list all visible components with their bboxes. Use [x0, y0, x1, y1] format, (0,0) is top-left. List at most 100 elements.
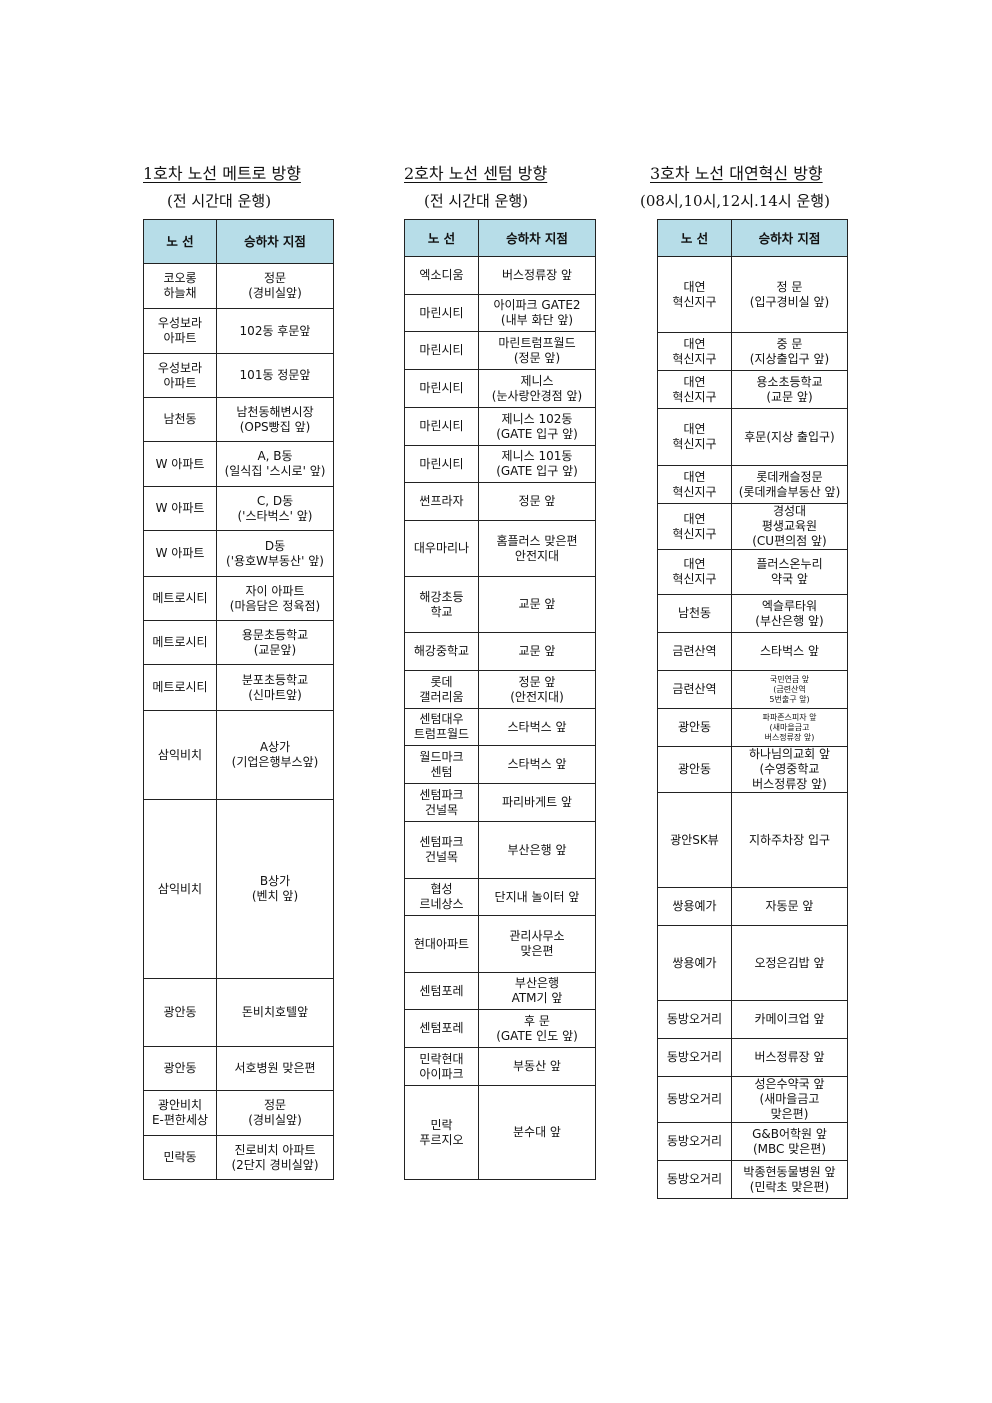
route-cell: 센텀포레	[404, 972, 479, 1010]
stop-cell: 제니스 (눈사랑안경점 앞)	[478, 369, 596, 408]
stop-cell: 용소초등학교 (교문 앞)	[731, 370, 848, 409]
stop-cell: 스타벅스 앞	[478, 708, 596, 746]
table-row: 센텀파크 건널목 파리바게트 앞	[404, 783, 596, 822]
route-cell: 광안동	[657, 746, 732, 793]
route-cell: 롯데 갤러리움	[404, 670, 479, 709]
route-cell: 대연 혁신지구	[657, 332, 732, 371]
table-row: 광안비치 E-편한세상 정문 (경비실앞)	[143, 1090, 334, 1136]
route-cell: 마린시티	[404, 331, 479, 370]
table-row: 센텀포레 후 문 (GATE 인도 앞)	[404, 1009, 596, 1048]
table-row: 대연 혁신지구 용소초등학교 (교문 앞)	[657, 370, 848, 409]
route-cell: 썬프라자	[404, 482, 479, 521]
stop-cell: 제니스 101동 (GATE 입구 앞)	[478, 445, 596, 483]
table-row: 마린시티 제니스 102동 (GATE 입구 앞)	[404, 407, 596, 446]
table-row: 우성보라 아파트 102동 후문앞	[143, 308, 334, 354]
route-3-table: 노 선 승하차 지점 대연 혁신지구 정 문 (입구경비실 앞) 대연 혁신지구 중 문…	[657, 219, 848, 1199]
stop-cell: 101동 정문앞	[216, 353, 334, 398]
route-3-subtitle: (08시,10시,12시.14시 운행)	[640, 192, 830, 210]
stop-cell: 교문 앞	[478, 632, 596, 671]
table-row: 남천동 엑슬루타워 (부산은행 앞)	[657, 594, 848, 633]
stop-cell: 마린트럼프월드 (정문 앞)	[478, 331, 596, 370]
col-stop-header: 승하차 지점	[216, 219, 334, 264]
table-row: W 아파트 D동 ('용호W부동산' 앞)	[143, 530, 334, 577]
stop-cell: 돈비치호텔앞	[216, 978, 334, 1047]
table-row: 메트로시티 자이 아파트 (마음담은 정육점)	[143, 576, 334, 621]
route-cell: 동방오거리	[657, 1160, 732, 1199]
stop-cell: 정문 (경비실앞)	[216, 1090, 334, 1136]
table-row: 대연 혁신지구 플러스온누리 약국 앞	[657, 549, 848, 595]
table-row: 민락 푸르지오 분수대 앞	[404, 1085, 596, 1180]
table-row: 현대아파트 관리사무소 맞은편	[404, 915, 596, 973]
stop-cell: 정문 (경비실앞)	[216, 263, 334, 309]
table-row: 광안동 서호병원 맞은편	[143, 1046, 334, 1091]
table-row: 동방오거리 버스정류장 앞	[657, 1038, 848, 1077]
route-cell: 월드마크 센텀	[404, 745, 479, 784]
stop-cell: 부동산 앞	[478, 1047, 596, 1086]
table-row: 대연 혁신지구 롯데캐슬정문 (롯데캐슬부동산 앞)	[657, 465, 848, 504]
route-cell: 광안동	[143, 1046, 217, 1091]
route-1-title: 1호차 노선 메트로 방향	[143, 164, 301, 183]
route-cell: 대우마리나	[404, 520, 479, 577]
route-cell: 동방오거리	[657, 1000, 732, 1039]
table-row: 엑소디움 버스정류장 앞	[404, 256, 596, 295]
stop-cell: 용문초등학교 (교문앞)	[216, 620, 334, 665]
stop-cell: 하나님의교회 앞 (수영중학교 버스정류장 앞)	[731, 746, 848, 793]
stop-cell: 남천동해변시장 (OPS빵집 앞)	[216, 397, 334, 442]
stop-cell: 박종현동물병원 앞 (민락초 맞은편)	[731, 1160, 848, 1199]
table-row: 썬프라자 정문 앞	[404, 482, 596, 521]
route-cell: 대연 혁신지구	[657, 549, 732, 595]
stop-cell: 국민연금 앞 (금련산역 5번출구 앞)	[731, 670, 848, 709]
route-cell: 광안동	[143, 978, 217, 1047]
stop-cell: 후 문 (GATE 인도 앞)	[478, 1009, 596, 1048]
route-cell: 마린시티	[404, 445, 479, 483]
table-row: 민락동 진로비치 아파트 (2단지 경비실앞)	[143, 1135, 334, 1180]
route-cell: W 아파트	[143, 441, 217, 487]
table-row: 동방오거리 박종현동물병원 앞 (민락초 맞은편)	[657, 1160, 848, 1199]
table-row: 월드마크 센텀 스타벅스 앞	[404, 745, 596, 784]
route-3-title: 3호차 노선 대연혁신 방향	[650, 164, 823, 183]
route-cell: 센텀파크 건널목	[404, 821, 479, 879]
route-cell: 우성보라 아파트	[143, 353, 217, 398]
route-2-subtitle: (전 시간대 운행)	[424, 192, 529, 210]
stop-cell: 분수대 앞	[478, 1085, 596, 1180]
stop-cell: 정 문 (입구경비실 앞)	[731, 256, 848, 333]
table-row: 협성 르네상스 단지내 놀이터 앞	[404, 878, 596, 916]
table-row: 마린시티 제니스 101동 (GATE 입구 앞)	[404, 445, 596, 483]
table-row: 롯데 갤러리움 정문 앞 (안전지대)	[404, 670, 596, 709]
route-cell: 마린시티	[404, 369, 479, 408]
route-cell: W 아파트	[143, 486, 217, 531]
stop-cell: 파리바게트 앞	[478, 783, 596, 822]
route-cell: 마린시티	[404, 294, 479, 332]
table-row: W 아파트 A, B동 (일식집 '스시로' 앞)	[143, 441, 334, 487]
table-row: 쌍용예가 오정은김밥 앞	[657, 925, 848, 1001]
table-row: 마린시티 제니스 (눈사랑안경점 앞)	[404, 369, 596, 408]
route-cell: 메트로시티	[143, 620, 217, 665]
stop-cell: 카메이크업 앞	[731, 1000, 848, 1039]
route-cell: 광안SK뷰	[657, 792, 732, 888]
route-1-subtitle: (전 시간대 운행)	[167, 192, 272, 210]
table-row: 삼익비치 A상가 (기업은행부스앞)	[143, 710, 334, 800]
route-cell: 남천동	[143, 397, 217, 442]
stop-cell: 경성대 평생교육원 (CU편의점 앞)	[731, 503, 848, 550]
table-row: 동방오거리 G&B어학원 앞 (MBC 맞은편)	[657, 1122, 848, 1161]
col-route-header: 노 선	[657, 219, 732, 257]
stop-cell: A상가 (기업은행부스앞)	[216, 710, 334, 800]
stop-cell: 지하주차장 입구	[731, 792, 848, 888]
table-row: 해강초등 학교 교문 앞	[404, 576, 596, 633]
route-cell: 현대아파트	[404, 915, 479, 973]
table-row: 동방오거리 카메이크업 앞	[657, 1000, 848, 1039]
route-cell: W 아파트	[143, 530, 217, 577]
route-2-title: 2호차 노선 센텀 방향	[404, 164, 548, 183]
stop-cell: 중 문 (지상출입구 앞)	[731, 332, 848, 371]
stop-cell: 파파존스피자 앞 (새마을금고 버스정류장 앞)	[731, 708, 848, 747]
route-cell: 메트로시티	[143, 664, 217, 711]
route-cell: 삼익비치	[143, 799, 217, 979]
route-1-table: 노 선 승하차 지점 코오롱 하늘채 정문 (경비실앞) 우성보라 아파트 102동 후…	[143, 219, 334, 1180]
route-cell: 센텀포레	[404, 1009, 479, 1048]
route-cell: 금련산역	[657, 670, 732, 709]
table-row: 대연 혁신지구 후문(지상 출입구)	[657, 408, 848, 466]
table-row: 삼익비치 B상가 (벤치 앞)	[143, 799, 334, 979]
table-row: 센텀파크 건널목 부산은행 앞	[404, 821, 596, 879]
col-route-header: 노 선	[404, 219, 479, 257]
route-cell: 삼익비치	[143, 710, 217, 800]
